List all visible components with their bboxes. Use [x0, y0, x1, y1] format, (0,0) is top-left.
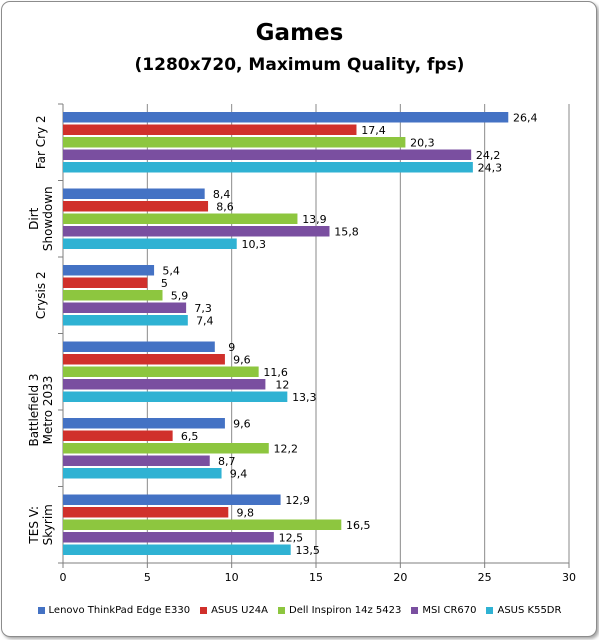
bar	[63, 213, 298, 224]
bar	[63, 379, 266, 390]
bar	[63, 455, 210, 466]
data-label: 24,2	[476, 149, 501, 162]
x-tick-label: 30	[562, 571, 576, 584]
data-label: 5	[161, 277, 168, 290]
bar	[63, 494, 281, 505]
bar	[63, 532, 274, 543]
data-label: 13,3	[292, 391, 317, 404]
data-label: 11,6	[263, 366, 288, 379]
bar	[63, 341, 215, 352]
legend-item: Lenovo ThinkPad Edge E330	[37, 605, 191, 616]
x-tick-label: 20	[393, 571, 407, 584]
x-tick-label: 15	[309, 571, 323, 584]
legend-item: MSI CR670	[411, 605, 476, 616]
data-label: 8,6	[216, 201, 234, 214]
bar	[63, 277, 148, 288]
data-label: 10,3	[241, 238, 266, 251]
data-label: 5,9	[171, 290, 189, 303]
data-label: 8,4	[213, 188, 231, 201]
x-tick-label: 0	[60, 571, 67, 584]
data-label: 13,9	[302, 213, 327, 226]
bar	[63, 443, 269, 454]
legend-swatch	[486, 607, 494, 614]
legend-label: ASUS U24A	[211, 605, 269, 616]
bar	[63, 238, 237, 249]
bar	[63, 124, 357, 135]
bar	[63, 162, 473, 173]
bar	[63, 302, 187, 313]
bar	[63, 315, 188, 326]
legend-item: ASUS K55DR	[486, 605, 561, 616]
data-label: 16,5	[346, 519, 371, 532]
category-label: DirtShowdown	[27, 186, 55, 251]
chart-legend: Lenovo ThinkPad Edge E330 ASUS U24A Dell I…	[0, 605, 599, 616]
bar	[63, 354, 225, 365]
bar	[63, 137, 406, 148]
x-tick-label: 10	[225, 571, 239, 584]
bar	[63, 290, 163, 301]
data-label: 12,5	[279, 532, 304, 545]
bar	[63, 391, 288, 402]
data-label: 5,4	[162, 265, 180, 278]
data-label: 9,6	[233, 418, 251, 431]
data-label: 20,3	[410, 137, 435, 150]
legend-swatch	[37, 607, 45, 614]
data-label: 9	[228, 341, 235, 354]
category-label: Battlefield 3Metro 2033	[27, 373, 55, 446]
bar	[63, 544, 291, 555]
x-tick-label: 25	[478, 571, 492, 584]
data-label: 26,4	[513, 112, 538, 125]
bar	[63, 149, 472, 160]
data-label: 12	[275, 379, 289, 392]
bar	[63, 112, 509, 123]
data-label: 6,5	[181, 430, 199, 443]
bar	[63, 226, 330, 237]
data-label: 7,4	[196, 315, 214, 328]
legend-swatch	[200, 607, 208, 614]
chart-title: Games	[255, 20, 344, 46]
legend-item: Dell Inspiron 14z 5423	[278, 605, 401, 616]
legend-label: MSI CR670	[422, 605, 477, 616]
legend-item: ASUS U24A	[200, 605, 268, 616]
bar	[63, 507, 229, 518]
legend-label: ASUS K55DR	[497, 605, 562, 616]
bar	[63, 366, 259, 377]
data-label: 7,3	[194, 302, 212, 315]
bar	[63, 188, 205, 199]
data-label: 12,2	[274, 443, 299, 456]
bar	[63, 468, 222, 479]
x-tick-label: 5	[144, 571, 151, 584]
legend-label: Dell Inspiron 14z 5423	[289, 605, 402, 616]
bar	[63, 519, 342, 530]
bar	[63, 430, 173, 441]
data-label: 24,3	[478, 162, 503, 175]
data-label: 13,5	[295, 544, 320, 557]
data-label: 9,8	[237, 507, 255, 520]
category-label: Far Cry 2	[34, 115, 48, 169]
data-label: 9,4	[230, 468, 248, 481]
data-label: 9,6	[233, 354, 251, 367]
category-label: Crysis 2	[34, 271, 48, 319]
data-label: 12,9	[285, 494, 310, 507]
bar	[63, 418, 225, 429]
category-label: TES V:Skyrim	[27, 504, 55, 545]
bar	[63, 265, 155, 276]
legend-swatch	[278, 607, 286, 614]
legend-swatch	[411, 607, 419, 614]
chart-subtitle: (1280x720, Maximum Quality, fps)	[134, 55, 465, 75]
bar	[63, 201, 209, 212]
data-label: 17,4	[361, 124, 386, 137]
data-label: 15,8	[334, 226, 359, 239]
data-label: 8,7	[218, 455, 236, 468]
legend-label: Lenovo ThinkPad Edge E330	[48, 605, 191, 616]
